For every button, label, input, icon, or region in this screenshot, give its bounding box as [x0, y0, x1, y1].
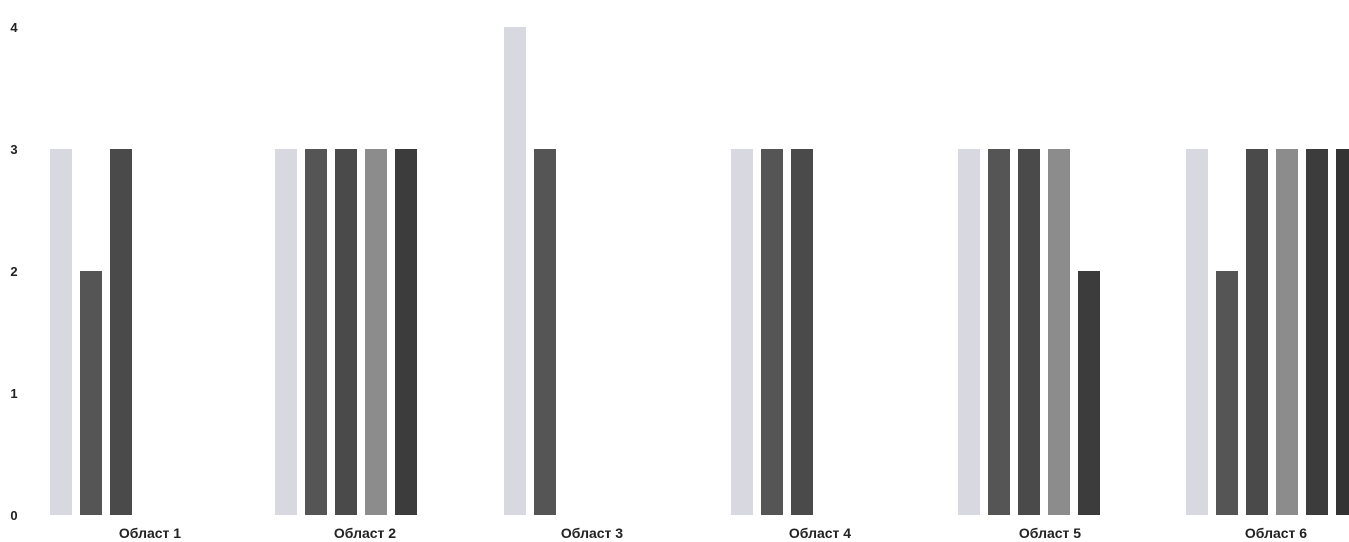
bar: [305, 149, 327, 515]
bar: [1246, 149, 1268, 515]
bar: [1186, 149, 1208, 515]
bar: [761, 149, 783, 515]
y-axis-ticks: 0 1 2 3 4: [10, 20, 18, 523]
bar: [1276, 149, 1298, 515]
y-tick-label: 3: [10, 142, 17, 157]
category-label: Област 6: [1245, 525, 1307, 541]
bar: [335, 149, 357, 515]
bar: [1048, 149, 1070, 515]
category-label: Област 4: [789, 525, 851, 541]
bar: [958, 149, 980, 515]
bar: [791, 149, 813, 515]
bar: [275, 149, 297, 515]
bar: [110, 149, 132, 515]
category-label: Област 1: [119, 525, 181, 541]
y-tick-label: 1: [10, 386, 17, 401]
bar: [365, 149, 387, 515]
category-label: Област 5: [1019, 525, 1081, 541]
bar: [1306, 149, 1328, 515]
y-tick-label: 2: [10, 264, 17, 279]
category-label: Област 3: [561, 525, 623, 541]
bar: [1216, 271, 1238, 515]
bar: [50, 149, 72, 515]
bar: [504, 27, 526, 515]
bar: [1078, 271, 1100, 515]
bar: [395, 149, 417, 515]
bar: [1018, 149, 1040, 515]
bar: [80, 271, 102, 515]
y-tick-label: 4: [10, 20, 18, 35]
bar: [1336, 149, 1349, 515]
bar: [534, 149, 556, 515]
y-tick-label: 0: [10, 508, 17, 523]
category-label: Област 2: [334, 525, 396, 541]
bar: [731, 149, 753, 515]
category-labels: Област 1 Област 2 Област 3 Област 4 Област 5…: [119, 525, 1307, 541]
bar: [988, 149, 1010, 515]
bars-layer: [50, 27, 1349, 515]
